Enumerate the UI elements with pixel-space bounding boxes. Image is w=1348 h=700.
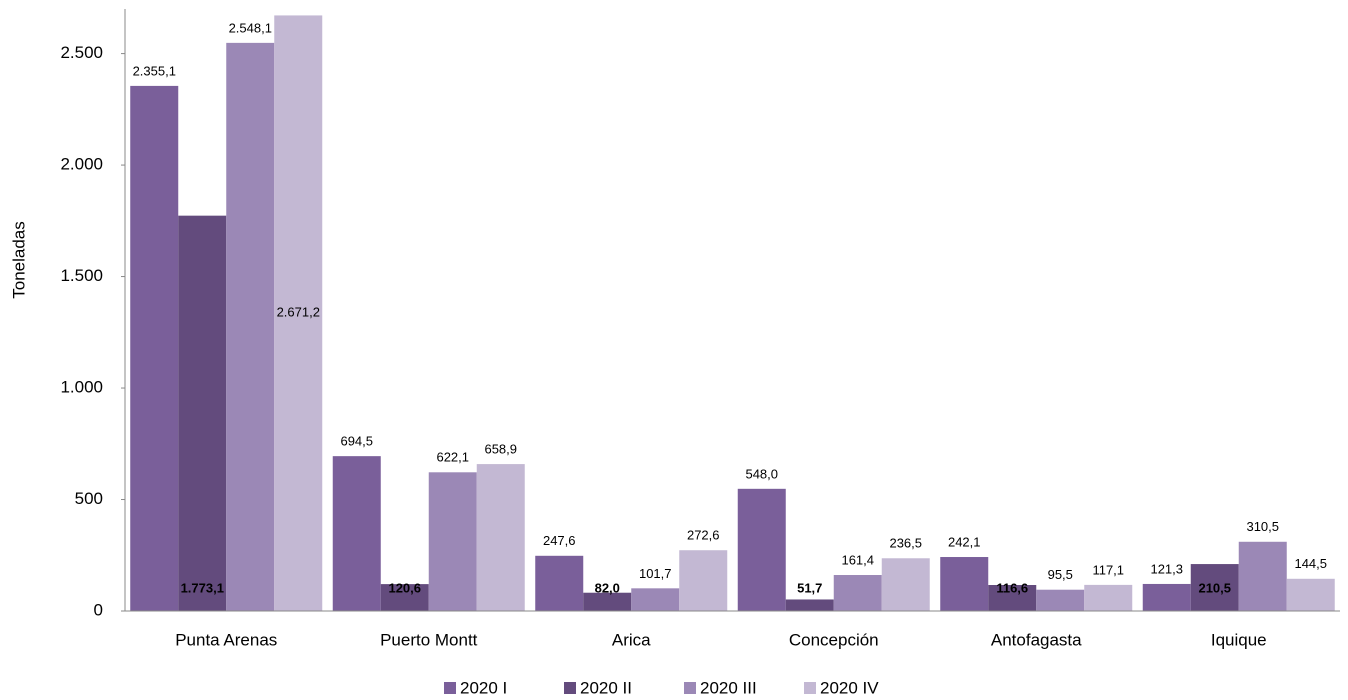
data-label: 2.548,1	[229, 20, 272, 35]
bar	[988, 585, 1037, 611]
bar	[1190, 564, 1239, 611]
y-tick-label: 0	[94, 600, 103, 619]
legend-swatch	[684, 682, 696, 694]
bar	[833, 575, 882, 611]
data-label: 95,5	[1048, 567, 1073, 582]
bar	[1084, 584, 1133, 611]
data-label: 82,0	[595, 580, 620, 595]
bar	[737, 488, 786, 611]
data-label: 101,7	[639, 566, 672, 581]
y-tick-label: 1.500	[60, 266, 103, 285]
data-label: 247,6	[543, 533, 576, 548]
legend-label: 2020 I	[460, 678, 507, 697]
bar	[583, 592, 632, 611]
data-label: 548,0	[745, 466, 778, 481]
y-axis-title: Toneladas	[9, 221, 28, 299]
legend-swatch	[564, 682, 576, 694]
y-tick-label: 2.000	[60, 155, 103, 174]
data-label: 161,4	[841, 552, 874, 567]
bar	[1142, 583, 1191, 611]
data-label: 120,6	[388, 580, 421, 595]
x-tick-label: Arica	[612, 630, 651, 649]
legend-swatch	[444, 682, 456, 694]
data-label: 1.773,1	[181, 580, 224, 595]
data-label: 144,5	[1294, 556, 1327, 571]
data-label: 242,1	[948, 534, 981, 549]
bar	[535, 555, 584, 611]
bar	[380, 584, 429, 611]
bar	[428, 472, 477, 611]
data-label: 622,1	[436, 450, 469, 465]
y-tick-label: 1.000	[60, 378, 103, 397]
data-label: 272,6	[687, 528, 720, 543]
legend-label: 2020 II	[580, 678, 632, 697]
bar	[226, 42, 275, 612]
y-tick-label: 500	[75, 489, 103, 508]
data-label: 2.355,1	[133, 63, 176, 78]
bar	[130, 85, 179, 612]
legend-swatch	[804, 682, 816, 694]
bar	[1286, 578, 1335, 611]
data-label: 116,6	[996, 580, 1028, 595]
data-label: 236,5	[889, 536, 922, 551]
legend-label: 2020 III	[700, 678, 757, 697]
bar	[940, 557, 989, 611]
bar	[178, 215, 227, 611]
data-label: 310,5	[1246, 519, 1279, 534]
bar	[1238, 541, 1287, 611]
y-tick-label: 2.500	[60, 43, 103, 62]
x-tick-label: Antofagasta	[991, 630, 1082, 649]
bar	[881, 558, 930, 611]
data-label: 121,3	[1150, 561, 1183, 576]
x-tick-label: Punta Arenas	[175, 630, 277, 649]
data-label: 51,7	[797, 580, 822, 595]
data-label: 210,5	[1198, 580, 1231, 595]
data-label: 694,5	[340, 434, 373, 449]
bar	[679, 550, 728, 611]
x-tick-label: Puerto Montt	[380, 630, 478, 649]
data-label: 658,9	[484, 442, 517, 457]
bar	[631, 588, 680, 611]
bar	[1036, 589, 1085, 611]
bar	[785, 599, 834, 611]
bar	[476, 464, 525, 611]
bar	[332, 456, 381, 611]
x-tick-label: Iquique	[1211, 630, 1267, 649]
x-tick-label: Concepción	[789, 630, 879, 649]
data-label: 2.671,2	[277, 305, 320, 320]
legend-label: 2020 IV	[820, 678, 879, 697]
data-label: 117,1	[1092, 562, 1124, 577]
bar	[274, 15, 323, 612]
